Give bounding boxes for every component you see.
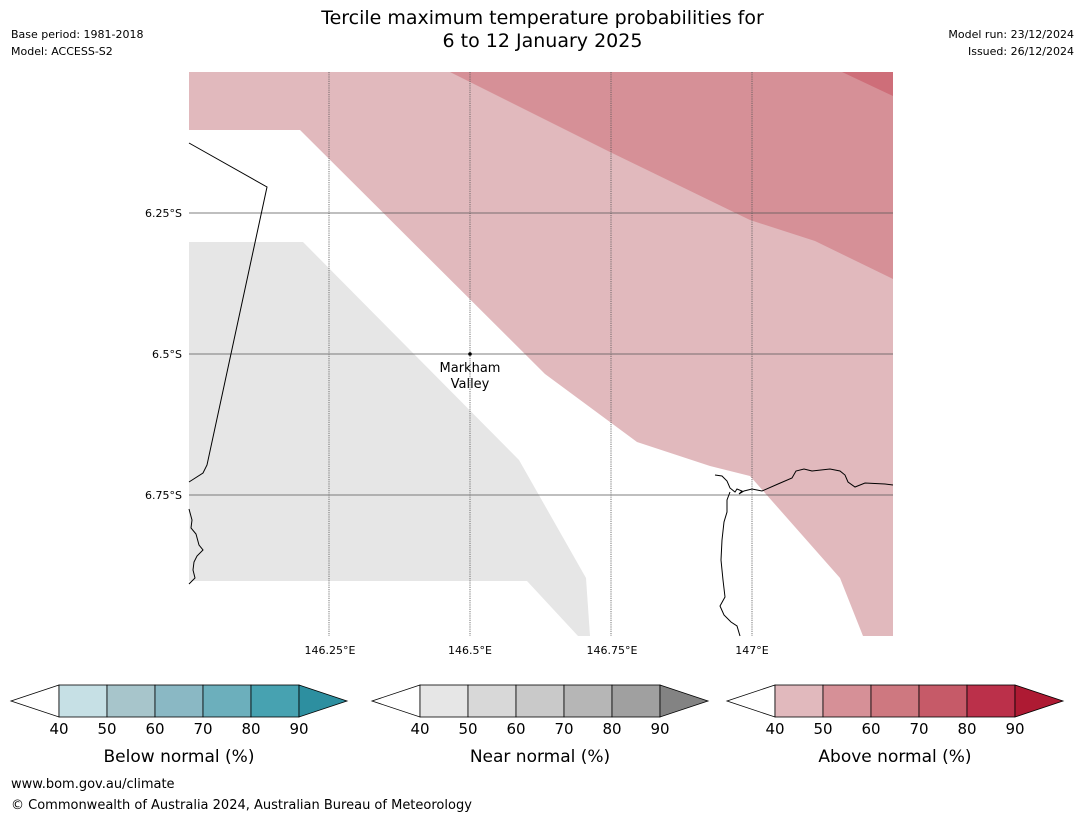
colorbar-extend-high — [659, 684, 710, 718]
colorbar-extend-high — [1014, 684, 1065, 718]
colorbar-segment — [870, 684, 920, 718]
colorbar-2: 40 50 60 70 80 90 Above normal (%) — [725, 684, 1065, 767]
markham-valley-marker — [468, 352, 472, 356]
map-title: Tercile maximum temperature probabilitie… — [0, 7, 1085, 53]
model-run-text: Model run: 23/12/2024 — [948, 28, 1074, 41]
colorbar-label: Above normal (%) — [818, 747, 971, 767]
lon-label: 147°E — [735, 644, 768, 657]
title-line-2: 6 to 12 January 2025 — [442, 30, 643, 52]
above-normal-50-region — [450, 72, 893, 279]
coastline — [188, 142, 894, 637]
colorbar-segment — [250, 684, 300, 718]
model-text: Model: ACCESS-S2 — [11, 45, 113, 58]
near-normal-40-region — [189, 242, 590, 636]
colorbar-segment — [154, 684, 204, 718]
colorbar-legends: 40 50 60 70 80 90 Below normal (%) 40 50 60 70 80 90… — [9, 684, 1065, 767]
above-normal-60-region — [842, 72, 893, 96]
place-label-line-1: Markham — [440, 361, 501, 376]
lon-label: 146.5°E — [448, 644, 492, 657]
colorbar-tick-label: 90 — [1005, 720, 1024, 738]
colorbar-label: Below normal (%) — [104, 747, 255, 767]
colorbar-segment — [515, 684, 565, 718]
colorbar-tick-label: 40 — [49, 720, 68, 738]
colorbar-segment — [611, 684, 661, 718]
title-line-1: Tercile maximum temperature probabilitie… — [321, 7, 764, 29]
footer-copyright: © Commonwealth of Australia 2024, Austra… — [11, 798, 472, 813]
colorbar-tick-label: 40 — [410, 720, 429, 738]
colorbar-label: Near normal (%) — [470, 747, 610, 767]
footer-url: www.bom.gov.au/climate — [11, 777, 175, 792]
footer: www.bom.gov.au/climate © Commonwealth of… — [11, 774, 472, 816]
colorbar-tick-label: 50 — [458, 720, 477, 738]
colorbar-extend-high — [298, 684, 349, 718]
colorbar-extend-low — [725, 684, 776, 718]
colorbar-extend-low — [370, 684, 421, 718]
lon-label: 146.25°E — [305, 644, 356, 657]
meta-left: Base period: 1981-2018 Model: ACCESS-S2 — [11, 26, 143, 60]
colorbar-tick-label: 90 — [289, 720, 308, 738]
colorbar-tick-label: 70 — [193, 720, 212, 738]
colorbar-segment — [106, 684, 156, 718]
colorbar-tick-label: 70 — [554, 720, 573, 738]
colorbar-segment — [563, 684, 613, 718]
lat-label: 6.75°S — [145, 489, 182, 502]
colorbar-tick-label: 60 — [861, 720, 880, 738]
lat-label: 6.5°S — [152, 348, 182, 361]
colorbar-1: 40 50 60 70 80 90 Near normal (%) — [370, 684, 710, 767]
colorbar-0: 40 50 60 70 80 90 Below normal (%) — [9, 684, 349, 767]
place-label-line-2: Valley — [451, 377, 490, 392]
colorbar-segment — [774, 684, 824, 718]
colorbar-segment — [918, 684, 968, 718]
colorbar-tick-label: 80 — [602, 720, 621, 738]
colorbar-tick-label: 50 — [813, 720, 832, 738]
colorbar-tick-label: 90 — [650, 720, 669, 738]
colorbar-tick-label: 40 — [765, 720, 784, 738]
base-period-text: Base period: 1981-2018 — [11, 28, 144, 41]
colorbar-segment — [419, 684, 469, 718]
colorbar-segment — [966, 684, 1016, 718]
lat-label: 6.25°S — [145, 207, 182, 220]
colorbar-tick-label: 70 — [909, 720, 928, 738]
meta-right: Model run: 23/12/2024 Issued: 26/12/2024 — [948, 26, 1074, 60]
issued-text: Issued: 26/12/2024 — [967, 45, 1074, 58]
colorbar-segment — [822, 684, 872, 718]
colorbar-segment — [467, 684, 517, 718]
colorbar-segment — [202, 684, 252, 718]
lon-label: 146.75°E — [587, 644, 638, 657]
colorbar-tick-label: 80 — [241, 720, 260, 738]
colorbar-tick-label: 60 — [506, 720, 525, 738]
colorbar-tick-label: 50 — [97, 720, 116, 738]
colorbar-tick-label: 80 — [957, 720, 976, 738]
colorbar-tick-label: 60 — [145, 720, 164, 738]
colorbar-extend-low — [9, 684, 60, 718]
colorbar-segment — [58, 684, 108, 718]
